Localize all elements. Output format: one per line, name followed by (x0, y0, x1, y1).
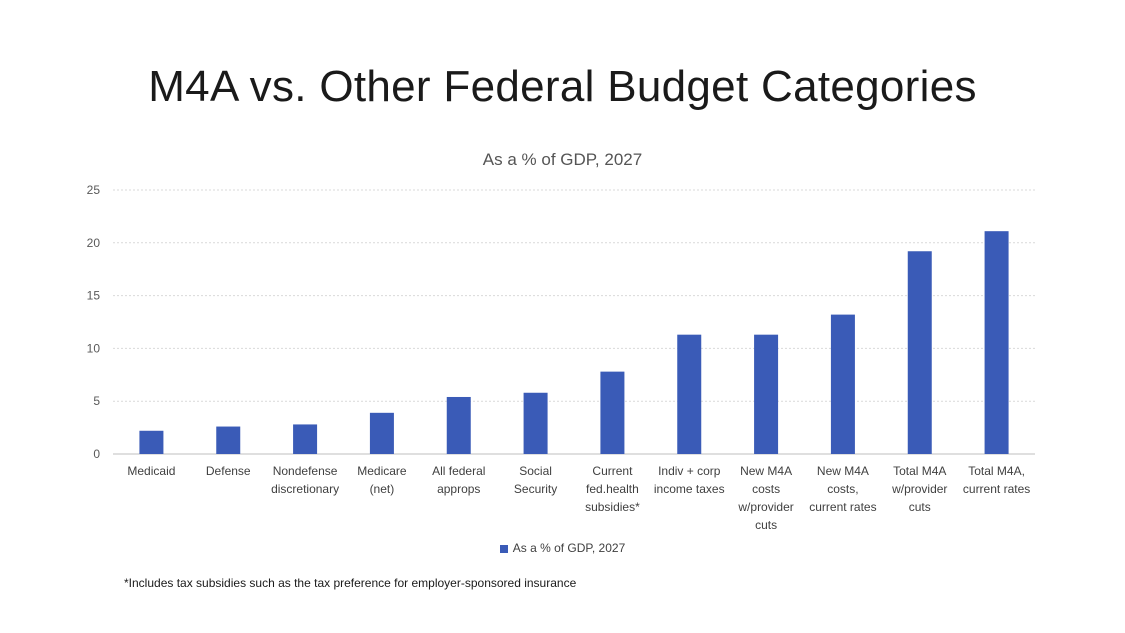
x-category-label: Current fed.health subsidies* (585, 464, 640, 514)
bar (446, 396, 471, 454)
legend: As a % of GDP, 2027 (0, 541, 1125, 555)
bars (139, 231, 1009, 454)
x-category-label: Nondefense discretionary (271, 464, 339, 496)
x-category-label: Indiv + corp income taxes (654, 464, 725, 496)
legend-label: As a % of GDP, 2027 (512, 541, 626, 555)
y-axis-ticks: 0 5 10 15 20 25 (87, 183, 101, 461)
chart-title: As a % of GDP, 2027 (482, 150, 643, 169)
x-category-label: Defense (206, 464, 251, 478)
bar (523, 392, 548, 454)
x-category-label: Total M4A, current rates (963, 464, 1030, 496)
gridlines (113, 189, 1035, 455)
y-tick-label: 15 (87, 289, 101, 303)
bar (984, 231, 1009, 454)
x-category-label: New M4A costs w/provider cuts (737, 464, 793, 532)
bar (907, 251, 932, 454)
bar (754, 334, 779, 454)
y-tick-label: 0 (93, 447, 100, 461)
y-tick-label: 10 (87, 341, 101, 355)
bar (139, 430, 164, 454)
x-category-label: Social Security (514, 464, 557, 496)
legend-swatch (499, 544, 508, 553)
bar (369, 412, 394, 454)
y-tick-label: 5 (93, 394, 100, 408)
x-category-label: All federal approps (432, 464, 485, 496)
x-category-label: New M4A costs, current rates (809, 464, 876, 514)
y-tick-label: 25 (87, 183, 101, 197)
bar (216, 426, 241, 454)
bar (600, 371, 625, 454)
bar (677, 334, 702, 454)
x-category-label: Total M4A w/provider cuts (891, 464, 947, 514)
bar (293, 424, 318, 454)
x-category-label: Medicaid (127, 464, 175, 478)
bar (830, 314, 855, 454)
slide-title: M4A vs. Other Federal Budget Categories (148, 62, 977, 111)
x-category-label: Medicare (net) (357, 464, 407, 496)
y-tick-label: 20 (87, 236, 101, 250)
footnote: *Includes tax subsidies such as the tax … (124, 576, 577, 590)
x-axis-labels: Medicaid Defense Nondefense discretionary Me… (127, 464, 1030, 532)
